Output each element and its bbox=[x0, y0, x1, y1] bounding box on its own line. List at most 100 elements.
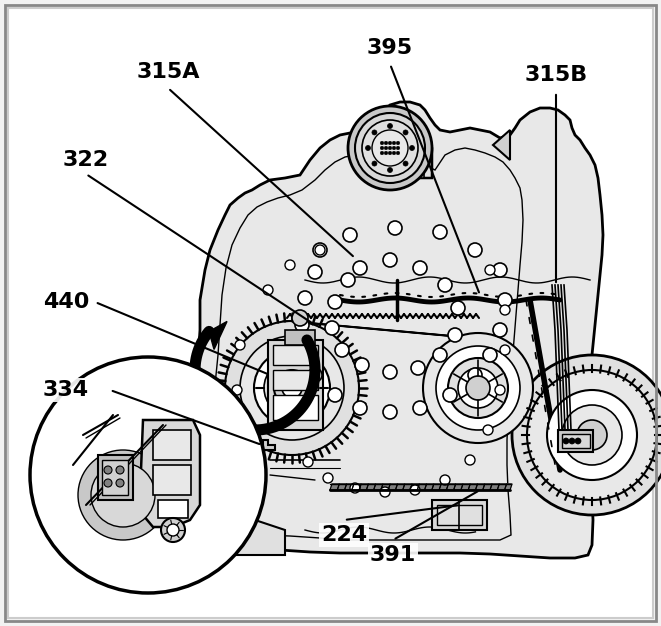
Circle shape bbox=[328, 388, 342, 402]
Polygon shape bbox=[453, 484, 463, 490]
Circle shape bbox=[413, 261, 427, 275]
Circle shape bbox=[485, 265, 495, 275]
Text: 322: 322 bbox=[63, 150, 109, 170]
Circle shape bbox=[387, 168, 393, 173]
Circle shape bbox=[448, 358, 508, 418]
Polygon shape bbox=[388, 484, 397, 490]
Circle shape bbox=[392, 151, 396, 155]
Circle shape bbox=[355, 113, 425, 183]
Polygon shape bbox=[381, 484, 390, 490]
Circle shape bbox=[527, 370, 657, 500]
Circle shape bbox=[563, 438, 569, 444]
Circle shape bbox=[468, 243, 482, 257]
Text: 391: 391 bbox=[370, 545, 416, 565]
Circle shape bbox=[498, 293, 512, 307]
Circle shape bbox=[410, 485, 420, 495]
Circle shape bbox=[443, 388, 457, 402]
Circle shape bbox=[547, 390, 637, 480]
Circle shape bbox=[383, 253, 397, 267]
Bar bbox=[273, 345, 318, 365]
Text: 440: 440 bbox=[43, 292, 89, 312]
Circle shape bbox=[325, 321, 339, 335]
Circle shape bbox=[225, 321, 359, 455]
Bar bbox=[268, 340, 323, 430]
Circle shape bbox=[353, 261, 367, 275]
Circle shape bbox=[451, 301, 465, 315]
Circle shape bbox=[263, 285, 273, 295]
Polygon shape bbox=[378, 126, 424, 178]
Circle shape bbox=[383, 365, 397, 379]
Polygon shape bbox=[263, 440, 275, 450]
Polygon shape bbox=[475, 484, 485, 490]
Polygon shape bbox=[352, 484, 361, 490]
Polygon shape bbox=[344, 484, 354, 490]
Bar bbox=[153, 465, 191, 495]
Circle shape bbox=[245, 473, 255, 483]
Circle shape bbox=[353, 401, 367, 415]
Circle shape bbox=[562, 405, 622, 465]
Polygon shape bbox=[373, 484, 383, 490]
Circle shape bbox=[483, 348, 497, 362]
Circle shape bbox=[78, 450, 168, 540]
Polygon shape bbox=[209, 321, 227, 349]
Circle shape bbox=[295, 318, 309, 332]
Circle shape bbox=[161, 518, 185, 542]
Polygon shape bbox=[410, 484, 419, 490]
Circle shape bbox=[500, 305, 510, 315]
Circle shape bbox=[384, 141, 388, 145]
Circle shape bbox=[396, 141, 400, 145]
Circle shape bbox=[104, 479, 112, 487]
Circle shape bbox=[348, 106, 432, 190]
Polygon shape bbox=[403, 484, 412, 490]
Bar bbox=[158, 500, 188, 518]
Polygon shape bbox=[337, 484, 346, 490]
Text: 334: 334 bbox=[43, 380, 89, 400]
Circle shape bbox=[308, 265, 322, 279]
Circle shape bbox=[116, 466, 124, 474]
Circle shape bbox=[577, 420, 607, 450]
Circle shape bbox=[380, 141, 384, 145]
Circle shape bbox=[388, 146, 392, 150]
Circle shape bbox=[343, 228, 357, 242]
Circle shape bbox=[575, 438, 581, 444]
Circle shape bbox=[495, 385, 505, 395]
Circle shape bbox=[468, 368, 482, 382]
Circle shape bbox=[384, 146, 388, 150]
Text: 315A: 315A bbox=[136, 62, 200, 82]
Circle shape bbox=[384, 151, 388, 155]
Bar bbox=[102, 460, 128, 495]
Polygon shape bbox=[140, 420, 200, 527]
Circle shape bbox=[167, 524, 179, 536]
Polygon shape bbox=[461, 484, 470, 490]
Polygon shape bbox=[330, 484, 339, 490]
Bar bbox=[273, 395, 318, 420]
Circle shape bbox=[410, 145, 414, 150]
Circle shape bbox=[116, 479, 124, 487]
Polygon shape bbox=[483, 484, 492, 490]
Circle shape bbox=[392, 141, 396, 145]
Circle shape bbox=[264, 360, 320, 416]
Circle shape bbox=[436, 346, 520, 430]
Polygon shape bbox=[366, 484, 375, 490]
Polygon shape bbox=[359, 484, 368, 490]
Circle shape bbox=[433, 348, 447, 362]
Bar bbox=[562, 434, 590, 448]
Circle shape bbox=[383, 405, 397, 419]
Circle shape bbox=[380, 487, 390, 497]
Bar bbox=[273, 370, 318, 390]
Circle shape bbox=[232, 385, 242, 395]
Circle shape bbox=[235, 340, 245, 350]
Circle shape bbox=[91, 463, 155, 527]
Circle shape bbox=[500, 345, 510, 355]
Text: 224: 224 bbox=[321, 525, 367, 545]
Circle shape bbox=[254, 350, 330, 426]
Circle shape bbox=[274, 370, 310, 406]
Polygon shape bbox=[497, 484, 506, 490]
Circle shape bbox=[341, 273, 355, 287]
Polygon shape bbox=[468, 484, 477, 490]
Circle shape bbox=[240, 336, 344, 440]
Polygon shape bbox=[395, 484, 405, 490]
Bar bbox=[432, 500, 487, 530]
Polygon shape bbox=[190, 102, 603, 558]
Polygon shape bbox=[490, 484, 499, 490]
